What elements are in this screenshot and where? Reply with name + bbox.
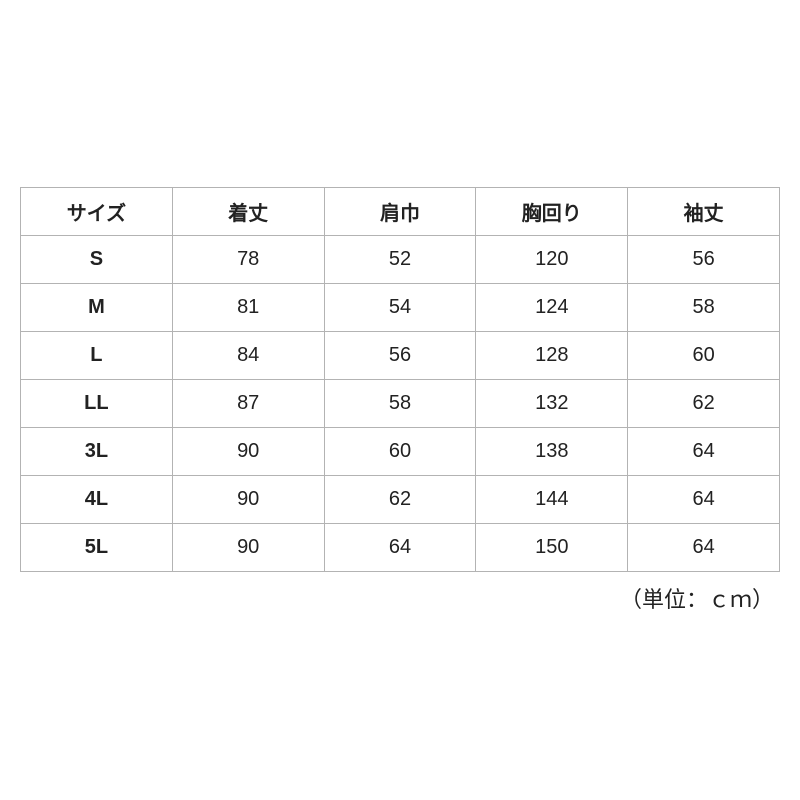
cell-chest: 138	[476, 427, 628, 475]
cell-length: 81	[172, 283, 324, 331]
cell-length: 84	[172, 331, 324, 379]
cell-sleeve: 60	[628, 331, 780, 379]
table-header-row: サイズ 着丈 肩巾 胸回り 袖丈	[21, 187, 780, 235]
cell-shoulder: 64	[324, 523, 476, 571]
cell-length: 90	[172, 427, 324, 475]
cell-length: 87	[172, 379, 324, 427]
cell-sleeve: 64	[628, 523, 780, 571]
cell-chest: 128	[476, 331, 628, 379]
cell-chest: 120	[476, 235, 628, 283]
cell-shoulder: 52	[324, 235, 476, 283]
cell-length: 90	[172, 475, 324, 523]
cell-sleeve: 58	[628, 283, 780, 331]
table-row: M 81 54 124 58	[21, 283, 780, 331]
col-header-shoulder: 肩巾	[324, 187, 476, 235]
cell-size: 5L	[21, 523, 173, 571]
cell-shoulder: 56	[324, 331, 476, 379]
table-row: L 84 56 128 60	[21, 331, 780, 379]
cell-shoulder: 58	[324, 379, 476, 427]
cell-length: 90	[172, 523, 324, 571]
cell-chest: 124	[476, 283, 628, 331]
cell-size: M	[21, 283, 173, 331]
table-row: LL 87 58 132 62	[21, 379, 780, 427]
cell-shoulder: 60	[324, 427, 476, 475]
cell-shoulder: 54	[324, 283, 476, 331]
table-row: S 78 52 120 56	[21, 235, 780, 283]
cell-size: LL	[21, 379, 173, 427]
cell-shoulder: 62	[324, 475, 476, 523]
col-header-chest: 胸回り	[476, 187, 628, 235]
col-header-length: 着丈	[172, 187, 324, 235]
cell-length: 78	[172, 235, 324, 283]
cell-size: 3L	[21, 427, 173, 475]
table-row: 3L 90 60 138 64	[21, 427, 780, 475]
cell-chest: 150	[476, 523, 628, 571]
cell-chest: 144	[476, 475, 628, 523]
cell-sleeve: 62	[628, 379, 780, 427]
unit-note: （単位：ｃｍ）	[20, 582, 780, 614]
cell-sleeve: 56	[628, 235, 780, 283]
cell-chest: 132	[476, 379, 628, 427]
cell-size: L	[21, 331, 173, 379]
table-row: 5L 90 64 150 64	[21, 523, 780, 571]
cell-sleeve: 64	[628, 475, 780, 523]
cell-size: S	[21, 235, 173, 283]
cell-size: 4L	[21, 475, 173, 523]
col-header-size: サイズ	[21, 187, 173, 235]
col-header-sleeve: 袖丈	[628, 187, 780, 235]
cell-sleeve: 64	[628, 427, 780, 475]
size-table: サイズ 着丈 肩巾 胸回り 袖丈 S 78 52 120 56 M 81 54 …	[20, 187, 780, 572]
table-row: 4L 90 62 144 64	[21, 475, 780, 523]
size-chart-container: サイズ 着丈 肩巾 胸回り 袖丈 S 78 52 120 56 M 81 54 …	[20, 187, 780, 614]
